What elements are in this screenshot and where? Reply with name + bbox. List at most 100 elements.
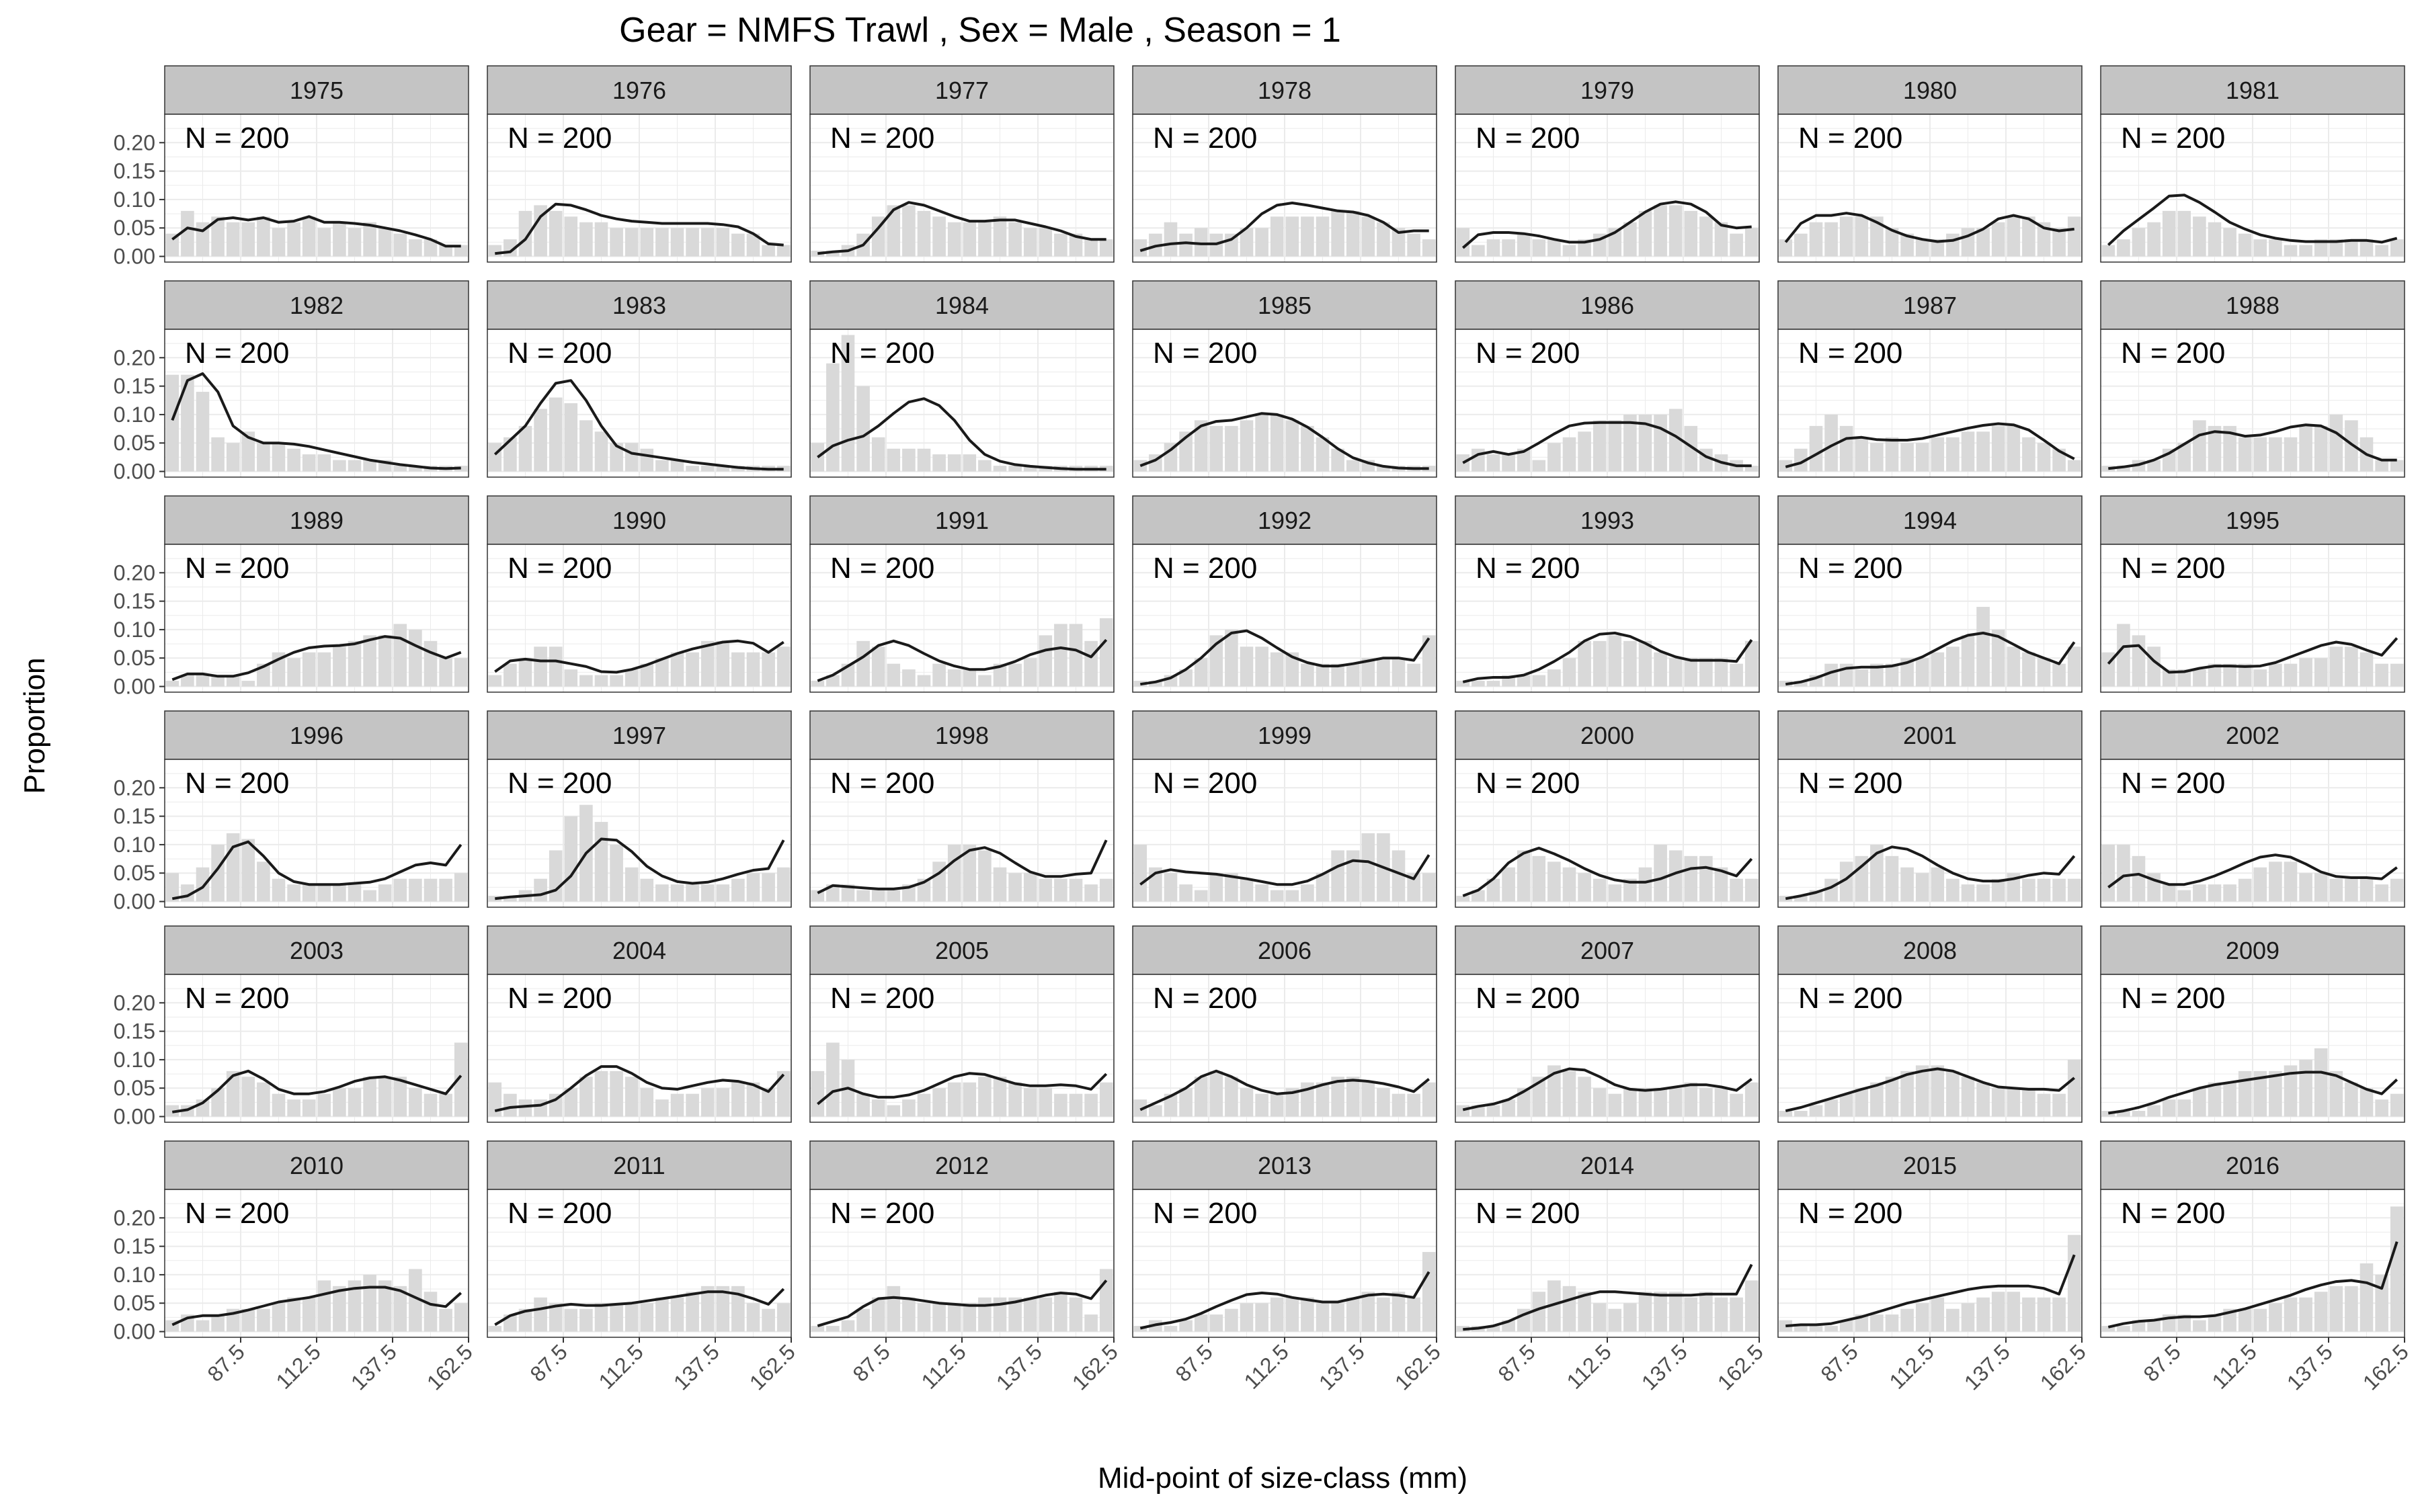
observed-bar bbox=[2345, 878, 2358, 902]
observed-bar bbox=[1422, 239, 1436, 257]
y-tick-label: 0.20 bbox=[114, 560, 155, 585]
observed-bar bbox=[1809, 1105, 1823, 1117]
panel-strip-label: 1986 bbox=[1580, 292, 1634, 319]
observed-bar bbox=[1039, 228, 1053, 257]
observed-bar bbox=[2299, 658, 2312, 687]
observed-bar bbox=[439, 1093, 452, 1117]
observed-bar bbox=[1547, 669, 1561, 687]
observed-bar bbox=[1900, 233, 1914, 257]
observed-bar bbox=[2269, 862, 2282, 902]
panel-strip bbox=[1132, 925, 1437, 975]
observed-bar bbox=[2223, 884, 2236, 902]
observed-bar bbox=[594, 675, 608, 687]
observed-bar bbox=[2007, 646, 2021, 687]
observed-bar bbox=[1961, 228, 1975, 257]
sample-size-label: N = 200 bbox=[508, 337, 612, 370]
observed-bar bbox=[1668, 658, 1683, 687]
x-tick-label: 112.5 bbox=[2208, 1339, 2261, 1393]
observed-bar bbox=[963, 454, 977, 472]
observed-bar bbox=[1668, 1088, 1683, 1117]
observed-bar bbox=[564, 669, 578, 687]
panel-strip-label: 2004 bbox=[612, 937, 666, 964]
observed-bar bbox=[317, 228, 331, 257]
observed-bar bbox=[1039, 1088, 1053, 1117]
observed-bar bbox=[1164, 1093, 1178, 1117]
expected-line bbox=[1461, 200, 1752, 249]
observed-bar bbox=[1255, 228, 1268, 257]
y-tick-label: 0.20 bbox=[114, 1206, 155, 1230]
observed-bar bbox=[424, 640, 438, 687]
observed-bar bbox=[503, 1093, 517, 1117]
observed-bar bbox=[2238, 233, 2252, 257]
observed-bar bbox=[564, 1308, 578, 1332]
observed-bar bbox=[746, 873, 760, 902]
sample-size-label: N = 200 bbox=[1153, 337, 1257, 370]
observed-bar bbox=[257, 663, 270, 687]
observed-bar bbox=[1744, 640, 1759, 687]
observed-bar bbox=[1392, 1093, 1406, 1117]
observed-bar bbox=[2177, 1314, 2191, 1332]
observed-bar bbox=[378, 1280, 392, 1332]
x-tick-label: 137.5 bbox=[992, 1339, 1047, 1394]
observed-bar bbox=[640, 1303, 654, 1332]
sample-size-label: N = 200 bbox=[1153, 767, 1257, 800]
observed-bar bbox=[670, 1297, 684, 1332]
observed-bar bbox=[856, 890, 870, 902]
observed-bar bbox=[1285, 1297, 1299, 1332]
observed-bar bbox=[503, 437, 517, 472]
observed-bar bbox=[378, 228, 392, 257]
observed-bar bbox=[2269, 1070, 2282, 1117]
observed-bar bbox=[439, 1308, 452, 1332]
observed-bar bbox=[564, 816, 578, 902]
observed-bar bbox=[2052, 448, 2066, 472]
observed-bar bbox=[1623, 1303, 1637, 1332]
observed-bar bbox=[993, 466, 1007, 472]
observed-bar bbox=[2147, 222, 2161, 257]
observed-bar bbox=[1668, 850, 1683, 902]
panel-border bbox=[2100, 974, 2405, 1123]
observed-bar bbox=[1039, 1297, 1053, 1332]
observed-bar bbox=[1870, 844, 1884, 902]
sample-size-label: N = 200 bbox=[508, 552, 612, 585]
observed-bar bbox=[1684, 210, 1698, 257]
observed-bar bbox=[1809, 222, 1823, 257]
observed-bar bbox=[287, 658, 300, 687]
observed-bar bbox=[549, 850, 563, 902]
panel-strip-label: 1978 bbox=[1258, 77, 1312, 104]
observed-bar bbox=[2117, 466, 2130, 472]
panel-border bbox=[1777, 544, 2083, 693]
observed-bar bbox=[746, 233, 760, 257]
observed-bar bbox=[1744, 1280, 1759, 1332]
observed-bar bbox=[1699, 1088, 1713, 1117]
expected-line bbox=[1462, 847, 1753, 897]
observed-bar bbox=[2360, 878, 2374, 902]
observed-bar bbox=[1654, 652, 1667, 687]
sample-size-label: N = 200 bbox=[185, 337, 289, 370]
observed-bar bbox=[1699, 658, 1713, 687]
sample-size-label: N = 200 bbox=[185, 552, 289, 585]
observed-bar bbox=[1991, 878, 2005, 902]
observed-bar bbox=[947, 669, 961, 687]
observed-bar bbox=[1377, 1297, 1390, 1332]
observed-bar bbox=[454, 658, 468, 687]
observed-bar bbox=[2177, 443, 2191, 472]
panel-border bbox=[1777, 974, 2083, 1123]
observed-bar bbox=[363, 460, 376, 472]
observed-bar bbox=[670, 884, 684, 902]
panel-strip bbox=[1777, 925, 2083, 975]
sample-size-label: N = 200 bbox=[1153, 1197, 1257, 1230]
observed-bar bbox=[424, 239, 438, 257]
panel-strip bbox=[1777, 710, 2083, 760]
panel-strip-label: 2009 bbox=[2226, 937, 2280, 964]
observed-bar bbox=[1502, 1099, 1515, 1117]
observed-bar bbox=[1870, 663, 1884, 687]
y-tick-label: 0.15 bbox=[114, 1019, 155, 1044]
observed-bar bbox=[1794, 1326, 1808, 1332]
observed-bar bbox=[594, 1070, 608, 1117]
observed-bar bbox=[1714, 1088, 1728, 1117]
